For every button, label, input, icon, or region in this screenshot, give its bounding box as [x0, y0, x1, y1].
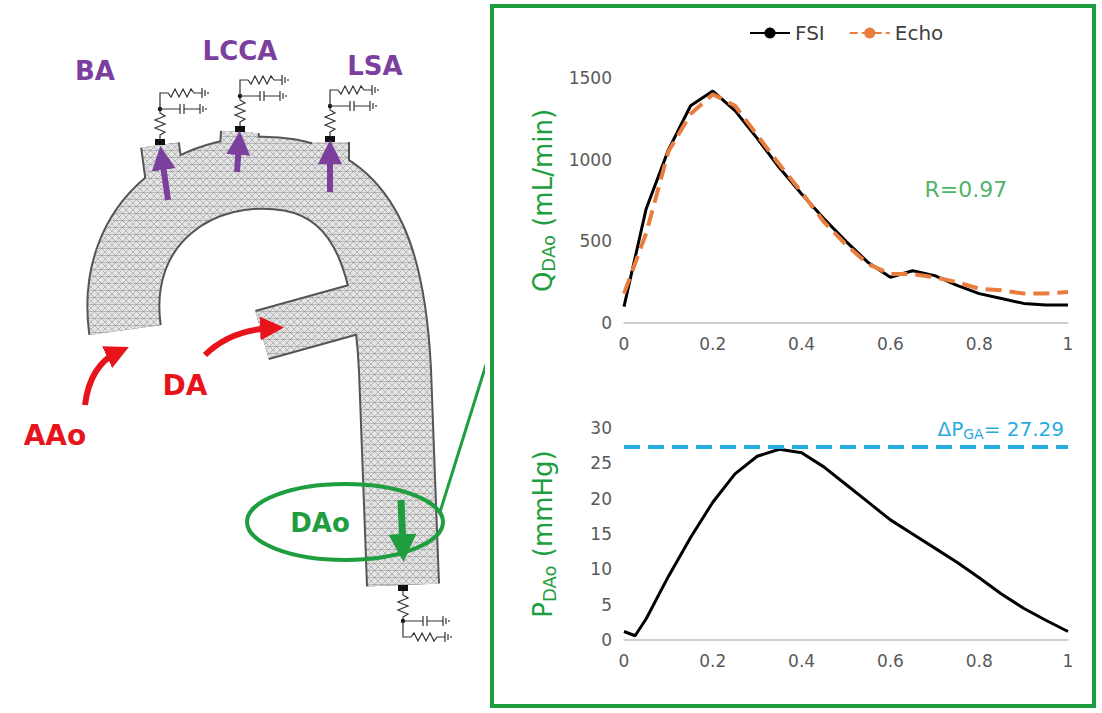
- svg-text:(mmHg): (mmHg): [528, 450, 558, 565]
- svg-text:20: 20: [590, 489, 612, 509]
- svg-text:1: 1: [1063, 334, 1074, 354]
- svg-text:0: 0: [601, 313, 612, 333]
- svg-text:0: 0: [619, 334, 630, 354]
- svg-text:BA: BA: [75, 56, 115, 86]
- svg-text:15: 15: [590, 524, 612, 544]
- svg-text:0.6: 0.6: [877, 334, 904, 354]
- svg-text:10: 10: [590, 559, 612, 579]
- svg-text:0.4: 0.4: [788, 334, 815, 354]
- svg-text:Echo: Echo: [895, 21, 944, 45]
- svg-text:500: 500: [580, 231, 612, 251]
- svg-text:1000: 1000: [569, 150, 612, 170]
- svg-text:0.6: 0.6: [877, 651, 904, 671]
- svg-text:0.8: 0.8: [966, 334, 993, 354]
- svg-text:25: 25: [590, 453, 612, 473]
- svg-text:Q: Q: [528, 272, 558, 292]
- svg-text:GA: GA: [963, 426, 984, 442]
- svg-text:P: P: [528, 602, 558, 618]
- svg-text:R=0.97: R=0.97: [925, 177, 1008, 202]
- svg-text:DAo: DAo: [539, 566, 560, 603]
- svg-text:DAo: DAo: [290, 508, 350, 538]
- svg-text:AAo: AAo: [24, 419, 87, 452]
- svg-text:(mL/min): (mL/min): [528, 109, 558, 235]
- svg-text:DA: DA: [163, 369, 208, 402]
- svg-text:0: 0: [619, 651, 630, 671]
- svg-text:LCCA: LCCA: [203, 36, 278, 66]
- svg-text:= 27.29: = 27.29: [984, 417, 1064, 441]
- svg-text:0.2: 0.2: [699, 651, 726, 671]
- svg-text:30: 30: [590, 418, 612, 438]
- svg-text:5: 5: [601, 595, 612, 615]
- svg-text:0: 0: [601, 630, 612, 650]
- svg-text:0.8: 0.8: [966, 651, 993, 671]
- svg-text:1500: 1500: [569, 68, 612, 88]
- svg-text:ΔP: ΔP: [937, 417, 963, 441]
- svg-text:FSI: FSI: [795, 21, 825, 45]
- svg-text:DAo: DAo: [538, 235, 559, 272]
- svg-text:0.2: 0.2: [699, 334, 726, 354]
- svg-text:1: 1: [1063, 651, 1074, 671]
- svg-text:LSA: LSA: [347, 51, 402, 81]
- svg-text:0.4: 0.4: [788, 651, 815, 671]
